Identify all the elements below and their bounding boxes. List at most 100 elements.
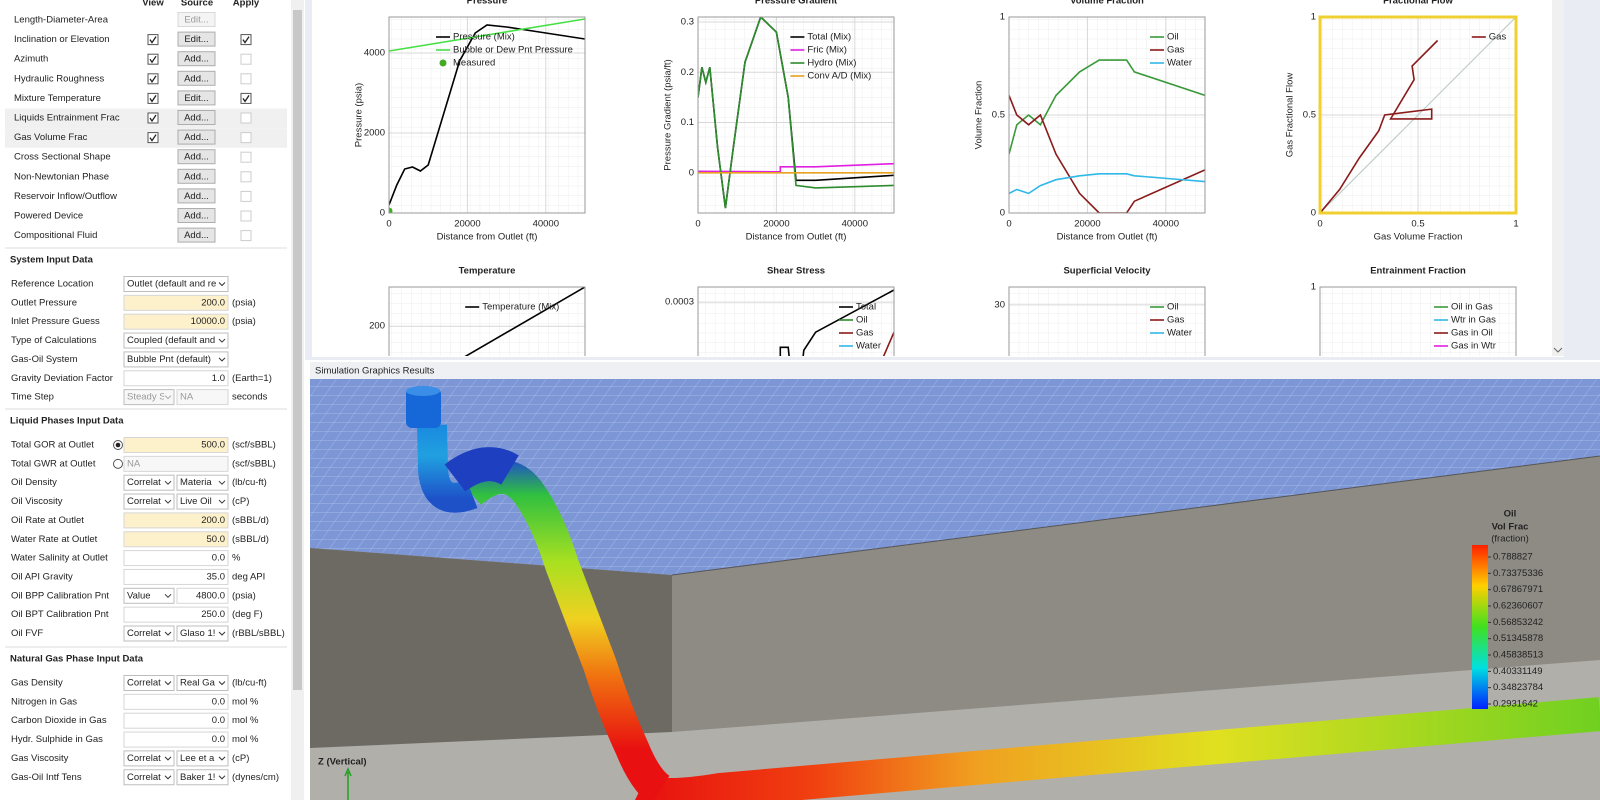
button-label: Edit... [184, 34, 208, 45]
checkbox-box[interactable] [240, 92, 252, 104]
plot-border [697, 286, 895, 356]
dropdown[interactable] [176, 675, 229, 691]
source-button[interactable]: Add... [177, 129, 216, 145]
checkbox[interactable] [240, 34, 252, 46]
source-button[interactable]: Add... [177, 208, 216, 223]
checkbox-box[interactable] [240, 34, 252, 46]
column-header: Apply [233, 0, 260, 9]
button-face[interactable] [177, 90, 216, 106]
field-value: Live Oil [180, 496, 212, 507]
plot-area [1009, 287, 1205, 356]
text-input[interactable] [123, 693, 229, 710]
text-input[interactable] [123, 294, 229, 311]
checkbox [240, 230, 252, 242]
text-input[interactable] [123, 370, 229, 387]
source-button[interactable]: Add... [177, 168, 216, 184]
source-button[interactable]: Edit... [177, 90, 216, 106]
text-input[interactable] [123, 550, 229, 567]
button-face[interactable] [177, 129, 216, 145]
legend-label: Total [856, 302, 876, 313]
checkbox-box [240, 112, 252, 124]
source-button[interactable]: Add... [177, 149, 216, 165]
source-button[interactable]: Add... [177, 51, 216, 67]
dropdown[interactable] [123, 587, 175, 604]
source-button[interactable]: Add... [177, 227, 216, 243]
y-tick-label: 0.3 [681, 17, 694, 28]
text-input[interactable] [123, 512, 229, 529]
field-value: Correlat [127, 678, 161, 689]
legend-label: Oil [1167, 32, 1179, 43]
charts-scrollbar[interactable] [1552, 0, 1564, 356]
checkbox[interactable] [147, 34, 159, 46]
series-line [1320, 39, 1439, 213]
checkbox-box[interactable] [147, 73, 159, 85]
button-face[interactable] [177, 110, 216, 125]
dropdown[interactable] [176, 769, 229, 786]
dropdown[interactable] [123, 474, 175, 491]
text-input[interactable] [176, 587, 229, 604]
text-input[interactable] [123, 568, 229, 585]
checkbox-box[interactable] [147, 112, 159, 124]
x-tick-label: 0 [1317, 219, 1322, 230]
button-face[interactable] [177, 168, 216, 184]
button-face[interactable] [177, 188, 216, 204]
radio[interactable] [113, 458, 123, 469]
button-face[interactable] [177, 51, 216, 67]
dropdown[interactable] [123, 769, 175, 786]
x-tick-label: 40000 [842, 219, 868, 230]
checkbox[interactable] [147, 53, 159, 65]
chart-title: Temperature [459, 266, 516, 277]
source-button[interactable]: Add... [177, 188, 216, 204]
checkbox-box[interactable] [147, 132, 159, 144]
source-button[interactable]: Add... [177, 110, 216, 125]
checkbox[interactable] [147, 92, 159, 104]
checkbox-box[interactable] [147, 53, 159, 65]
text-input[interactable] [123, 437, 229, 453]
text-input[interactable] [123, 531, 229, 548]
plot-series [1320, 39, 1439, 213]
source-button[interactable]: Add... [177, 70, 216, 86]
checkbox-box[interactable] [147, 34, 159, 46]
dropdown[interactable] [123, 351, 229, 368]
dropdown[interactable] [176, 493, 229, 510]
text-input[interactable] [123, 731, 229, 748]
text-input[interactable] [123, 712, 229, 729]
checkbox[interactable] [240, 92, 252, 104]
button-face[interactable] [177, 70, 216, 86]
button-face[interactable] [177, 149, 216, 165]
dropdown[interactable] [176, 625, 229, 642]
scene-header [310, 362, 1600, 379]
dropdown[interactable] [123, 625, 175, 642]
left-scroll-thumb[interactable] [293, 10, 302, 690]
text-input[interactable] [123, 313, 229, 330]
button-face[interactable] [177, 227, 216, 243]
checkbox[interactable] [147, 132, 159, 144]
field-clip: 200.0 [201, 297, 225, 308]
chart: Volume Fraction 0 20000 40000 0 0.5 1 Distance … [974, 0, 1206, 243]
field-value: NA [127, 458, 141, 469]
y-tick-label: 0.1 [681, 117, 694, 128]
field-label: Oil API Gravity [11, 571, 73, 582]
series-line [1009, 173, 1205, 195]
button-face[interactable] [177, 31, 216, 47]
colorbar-label: 0.51345878 [1493, 633, 1543, 644]
dropdown[interactable] [176, 474, 229, 491]
scroll-arrow[interactable] [1553, 347, 1563, 353]
dropdown[interactable] [123, 750, 175, 767]
dropdown[interactable] [123, 675, 175, 691]
checkbox[interactable] [147, 112, 159, 124]
checkbox[interactable] [147, 73, 159, 85]
dropdown[interactable] [123, 493, 175, 510]
y-tick-label: 1 [1311, 12, 1316, 23]
legend-label: Water [856, 341, 881, 352]
source-button[interactable]: Edit... [177, 31, 216, 47]
x-tick-label: 20000 [454, 219, 480, 230]
dropdown[interactable] [123, 332, 229, 349]
property-label: Powered Device [14, 211, 83, 222]
checkbox-box[interactable] [147, 92, 159, 104]
unit-label: (rBBL/sBBL) [232, 628, 285, 639]
dropdown[interactable] [123, 276, 229, 292]
text-input[interactable] [123, 606, 229, 623]
button-face[interactable] [177, 208, 216, 223]
dropdown[interactable] [176, 750, 229, 767]
